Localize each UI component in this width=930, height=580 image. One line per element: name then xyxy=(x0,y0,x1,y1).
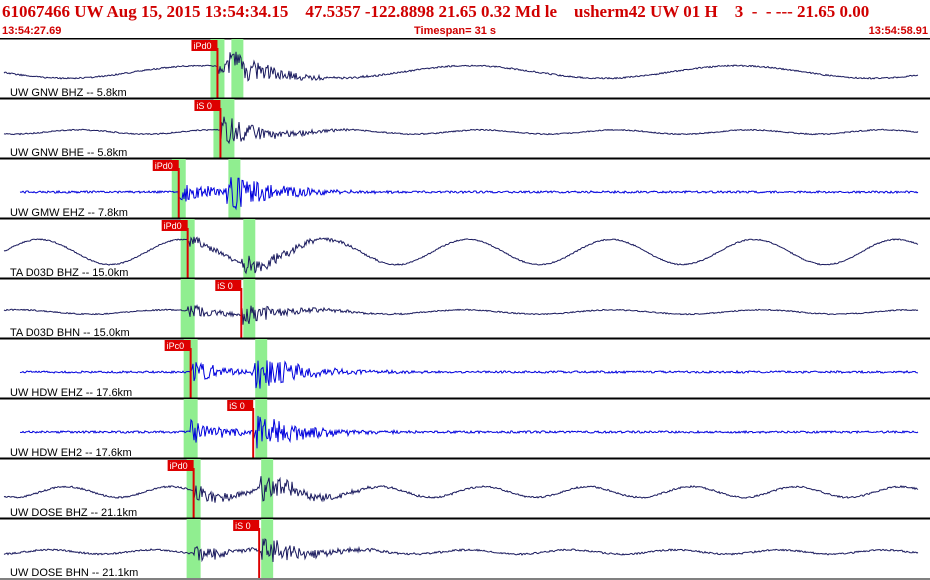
trace-panel[interactable]: iPd0 TA D03D BHZ -- 15.0km xyxy=(0,217,930,280)
event-header: 61067466 UW Aug 15, 2015 13:54:34.15 47.… xyxy=(0,0,930,38)
waveform-trace xyxy=(3,476,919,503)
pick-flag[interactable] xyxy=(233,520,260,531)
pick-flag[interactable] xyxy=(191,40,218,51)
station-label: UW HDW EH2 -- 17.6km xyxy=(10,447,132,459)
waveform-trace xyxy=(3,538,919,563)
trace-panel[interactable]: iPd0 UW GNW BHZ -- 5.8km xyxy=(0,38,930,100)
s-window xyxy=(261,459,274,518)
p-window xyxy=(186,519,201,578)
pick-flag[interactable] xyxy=(152,160,179,171)
pick-label: iPd0 xyxy=(164,221,182,231)
station-label: UW GNW BHE -- 5.8km xyxy=(10,147,127,159)
pick-label: iS 0 xyxy=(196,101,212,111)
waveform-trace xyxy=(19,177,919,211)
trace-panel[interactable]: iPd0 UW GMW EHZ -- 7.8km xyxy=(0,157,930,220)
s-window xyxy=(222,99,235,158)
pick-label: iS 0 xyxy=(235,521,251,531)
end-time-label: 13:54:58.91 xyxy=(868,25,928,37)
pick-label: iPd0 xyxy=(170,461,188,471)
pick-flag[interactable] xyxy=(161,220,188,231)
trace-panel[interactable]: iPd0 UW DOSE BHZ -- 21.1km xyxy=(0,457,930,520)
waveform-trace xyxy=(3,116,919,145)
waveform-trace xyxy=(3,304,919,325)
pick-flag[interactable] xyxy=(167,460,194,471)
station-label: TA D03D BHZ -- 15.0km xyxy=(10,267,128,279)
station-label: UW GNW BHZ -- 5.8km xyxy=(10,87,127,99)
pick-label: iPd0 xyxy=(155,161,173,171)
seismogram-panels[interactable]: iPd0 UW GNW BHZ -- 5.8km iS 0 UW GNW BHE --… xyxy=(0,38,930,580)
pick-label: iPd0 xyxy=(193,41,211,51)
pick-flag[interactable] xyxy=(215,280,242,291)
pick-label: iPc0 xyxy=(167,341,185,351)
station-label: UW DOSE BHZ -- 21.1km xyxy=(10,507,137,519)
start-time-label: 13:54:27.69 xyxy=(2,25,62,37)
event-summary-line: 61067466 UW Aug 15, 2015 13:54:34.15 47.… xyxy=(2,2,870,21)
pick-label: iS 0 xyxy=(217,281,233,291)
trace-panel[interactable]: iS 0 TA D03D BHN -- 15.0km xyxy=(0,277,930,340)
pick-label: iS 0 xyxy=(229,401,245,411)
pick-flag[interactable] xyxy=(194,100,221,111)
station-label: UW HDW EHZ -- 17.6km xyxy=(10,387,132,399)
waveform-trace xyxy=(3,51,919,82)
station-label: UW GMW EHZ -- 7.8km xyxy=(10,207,128,219)
s-window xyxy=(228,159,241,218)
trace-panel[interactable]: iS 0 UW DOSE BHN -- 21.1km xyxy=(0,517,930,580)
waveform-trace xyxy=(3,236,919,275)
station-label: UW DOSE BHN -- 21.1km xyxy=(10,567,138,579)
trace-panel[interactable]: iPc0 UW HDW EHZ -- 17.6km xyxy=(0,337,930,400)
s-window xyxy=(261,519,274,578)
pick-flag[interactable] xyxy=(164,340,191,351)
s-window xyxy=(243,279,256,338)
waveform-trace xyxy=(19,360,919,389)
trace-panel[interactable]: iS 0 UW HDW EH2 -- 17.6km xyxy=(0,397,930,460)
waveform-trace xyxy=(20,415,919,449)
station-label: TA D03D BHN -- 15.0km xyxy=(10,327,130,339)
s-window xyxy=(243,219,256,278)
pick-flag[interactable] xyxy=(227,400,254,411)
timespan-label: Timespan= 31 s xyxy=(414,25,497,37)
trace-panel[interactable]: iS 0 UW GNW BHE -- 5.8km xyxy=(0,97,930,160)
